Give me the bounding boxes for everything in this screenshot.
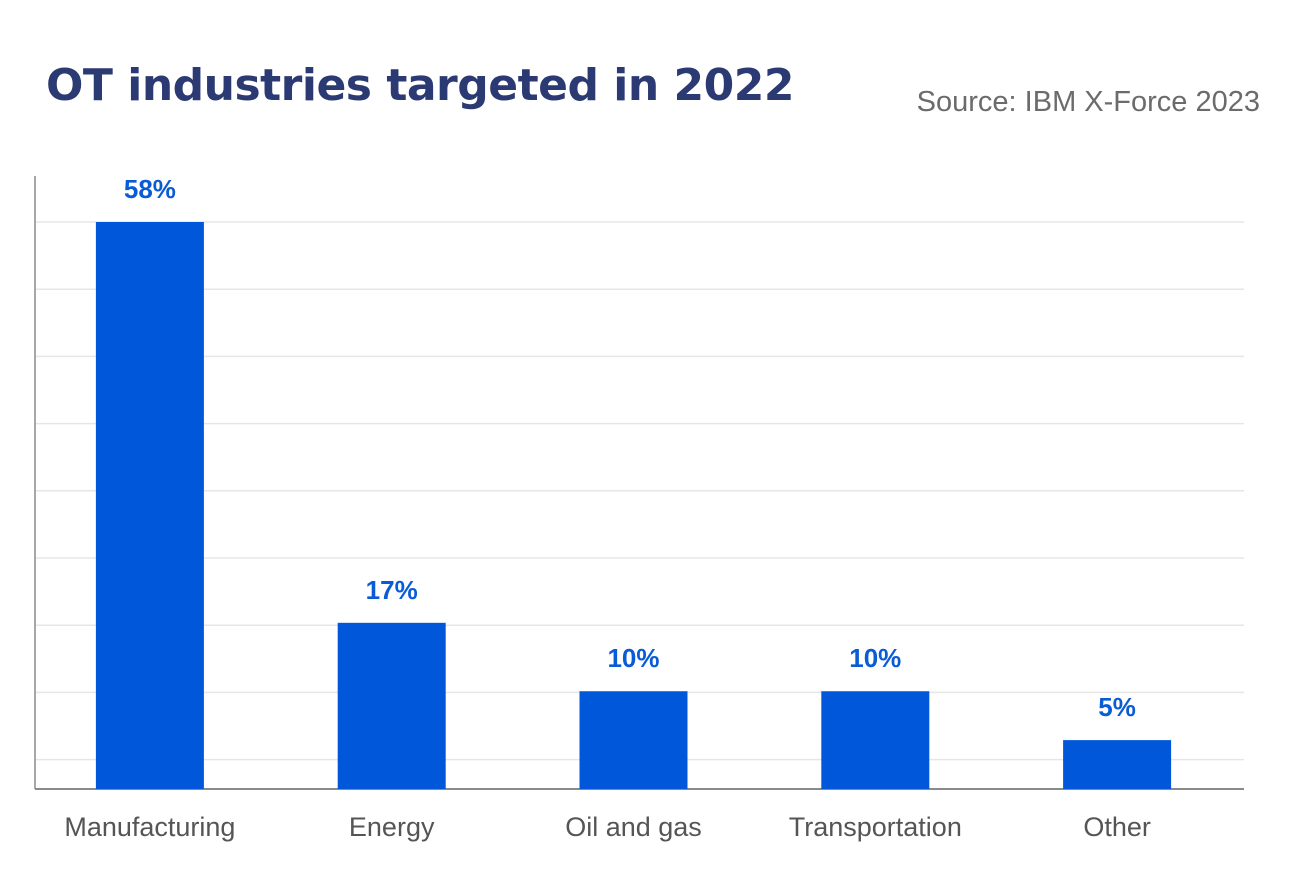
chart-title: OT industries targeted in 2022 [46, 60, 794, 111]
x-tick-label: Other [1083, 812, 1151, 842]
x-tick-label: Manufacturing [64, 812, 235, 842]
bar-data-label: 10% [607, 643, 659, 673]
bar [337, 622, 446, 789]
source-note: Source: IBM X-Force 2023 [916, 86, 1260, 118]
bar-data-label: 17% [366, 575, 418, 605]
bar-data-label: 58% [124, 174, 176, 204]
x-tick-label: Transportation [789, 812, 962, 842]
bar [821, 691, 930, 789]
bar [95, 222, 204, 789]
bar [579, 691, 688, 789]
bar-data-label: 5% [1098, 692, 1136, 722]
x-tick-label: Oil and gas [565, 812, 702, 842]
bar [1063, 740, 1172, 789]
x-tick-label: Energy [349, 812, 435, 842]
bar-data-label: 10% [849, 643, 901, 673]
